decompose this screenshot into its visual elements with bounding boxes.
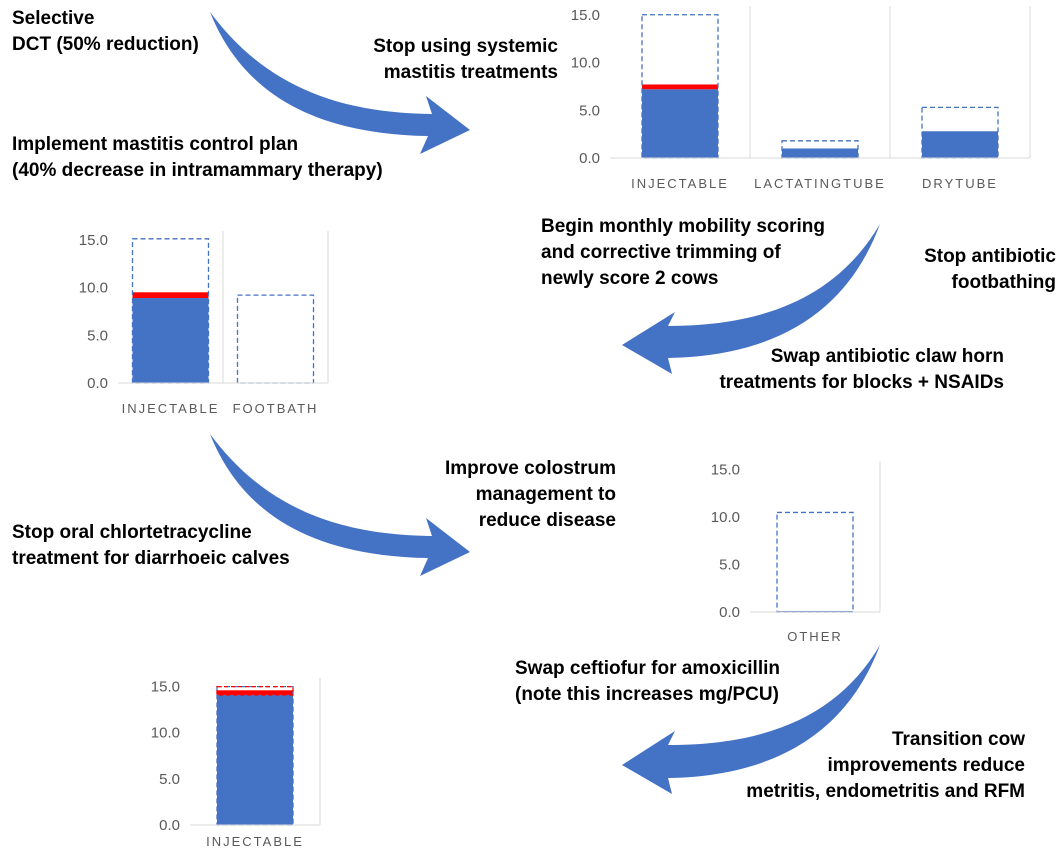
increase-outline bbox=[216, 685, 294, 696]
y-tick-label: 0.0 bbox=[87, 375, 108, 392]
y-tick-label: 10.0 bbox=[571, 55, 600, 72]
label-line: Stop using systemic bbox=[373, 36, 558, 57]
chart-transition: 0.0 5.0 10.0 15.0 INJECTABLE bbox=[151, 678, 321, 849]
previous-level-outline bbox=[776, 511, 854, 613]
label-line: Stop antibiotic bbox=[924, 246, 1056, 267]
label-line: newly score 2 cows bbox=[541, 268, 719, 289]
y-tick-label: 5.0 bbox=[719, 557, 740, 574]
step1-label-mastitis-plan: Implement mastitis control plan (40% dec… bbox=[12, 132, 383, 184]
label-line: Implement mastitis control plan bbox=[12, 134, 299, 155]
label-line: Swap antibiotic claw horn bbox=[770, 346, 1004, 367]
bar bbox=[132, 298, 209, 383]
y-tick-label: 15.0 bbox=[711, 462, 740, 479]
label-line: metritis, endometritis and RFM bbox=[746, 781, 1025, 802]
step1-label-selective-dct: Selective DCT (50% reduction) bbox=[12, 6, 199, 58]
category-label: DRYTUBE bbox=[922, 176, 998, 191]
label-line: mastitis treatments bbox=[383, 62, 558, 83]
reduction-segment bbox=[217, 690, 293, 695]
y-tick-label: 5.0 bbox=[87, 327, 108, 344]
y-tick-label: 5.0 bbox=[579, 102, 600, 119]
arrow-2-icon bbox=[622, 224, 880, 374]
reduction-segment bbox=[642, 84, 718, 90]
arrow-4-icon bbox=[622, 645, 880, 794]
arrow-1-icon bbox=[210, 12, 470, 154]
label-line: Selective bbox=[12, 8, 95, 29]
y-tick-label: 15.0 bbox=[79, 232, 108, 249]
y-tick-label: 10.0 bbox=[79, 280, 108, 297]
bar bbox=[642, 89, 718, 158]
step2-label-mobility: Begin monthly mobility scoring and corre… bbox=[541, 214, 825, 292]
y-tick-label: 15.0 bbox=[571, 7, 600, 24]
y-tick-label: 5.0 bbox=[159, 771, 180, 788]
label-line: improvements reduce bbox=[827, 755, 1025, 776]
y-tick-label: 15.0 bbox=[151, 679, 180, 696]
category-label: INJECTABLE bbox=[122, 401, 220, 416]
category-label: FOOTBATH bbox=[233, 401, 319, 416]
label-line: treatment for diarrhoeic calves bbox=[12, 548, 290, 569]
chart-lameness: 0.0 5.0 10.0 15.0 INJECTABLE FOOTBATH bbox=[79, 231, 329, 416]
y-tick-label: 10.0 bbox=[151, 725, 180, 742]
label-line: (note this increases mg/PCU) bbox=[515, 684, 779, 705]
label-line: treatments for blocks + NSAIDs bbox=[719, 372, 1004, 393]
step3-label-chlortetracycline: Stop oral chlortetracycline treatment fo… bbox=[12, 520, 290, 572]
label-line: (40% decrease in intramammary therapy) bbox=[12, 160, 383, 181]
bar bbox=[782, 148, 858, 158]
label-line: Improve colostrum bbox=[444, 458, 616, 479]
chart-mastitis: 0.0 5.0 10.0 15.0 INJECTABLE LACTATINGTUBE DRY… bbox=[571, 6, 1031, 191]
step2-label-claw-horn: Swap antibiotic claw horn treatments for… bbox=[719, 344, 1004, 396]
label-line: footbathing bbox=[951, 272, 1056, 293]
reduction-segment bbox=[132, 292, 209, 299]
bar bbox=[217, 694, 293, 825]
label-line: Begin monthly mobility scoring bbox=[541, 216, 825, 237]
y-tick-label: 10.0 bbox=[711, 509, 740, 526]
label-line: Transition cow bbox=[891, 729, 1025, 750]
chart-calves: 0.0 5.0 10.0 15.0 OTHER bbox=[711, 461, 881, 644]
label-line: and corrective trimming of bbox=[541, 242, 781, 263]
y-tick-label: 0.0 bbox=[159, 817, 180, 834]
label-line: management to bbox=[475, 484, 616, 505]
bar bbox=[922, 131, 998, 158]
step2-label-footbath: Stop antibiotic footbathing bbox=[924, 244, 1056, 296]
step4-label-transition-cow: Transition cow improvements reduce metri… bbox=[746, 727, 1025, 805]
y-tick-label: 0.0 bbox=[579, 150, 600, 167]
arrow-3-icon bbox=[210, 434, 470, 576]
step3-label-colostrum: Improve colostrum management to reduce d… bbox=[445, 456, 616, 534]
step1-label-systemic: Stop using systemic mastitis treatments bbox=[373, 34, 558, 86]
category-label: INJECTABLE bbox=[206, 834, 304, 849]
label-line: Stop oral chlortetracycline bbox=[12, 522, 252, 543]
category-label: LACTATINGTUBE bbox=[754, 176, 886, 191]
label-line: DCT (50% reduction) bbox=[12, 34, 199, 55]
label-line: Swap ceftiofur for amoxicillin bbox=[515, 658, 780, 679]
category-label: OTHER bbox=[787, 629, 843, 644]
label-line: reduce disease bbox=[478, 510, 616, 531]
y-tick-label: 0.0 bbox=[719, 604, 740, 621]
step4-label-ceftiofur: Swap ceftiofur for amoxicillin (note thi… bbox=[515, 656, 780, 708]
category-label: INJECTABLE bbox=[631, 176, 729, 191]
previous-level-outline bbox=[236, 294, 315, 384]
